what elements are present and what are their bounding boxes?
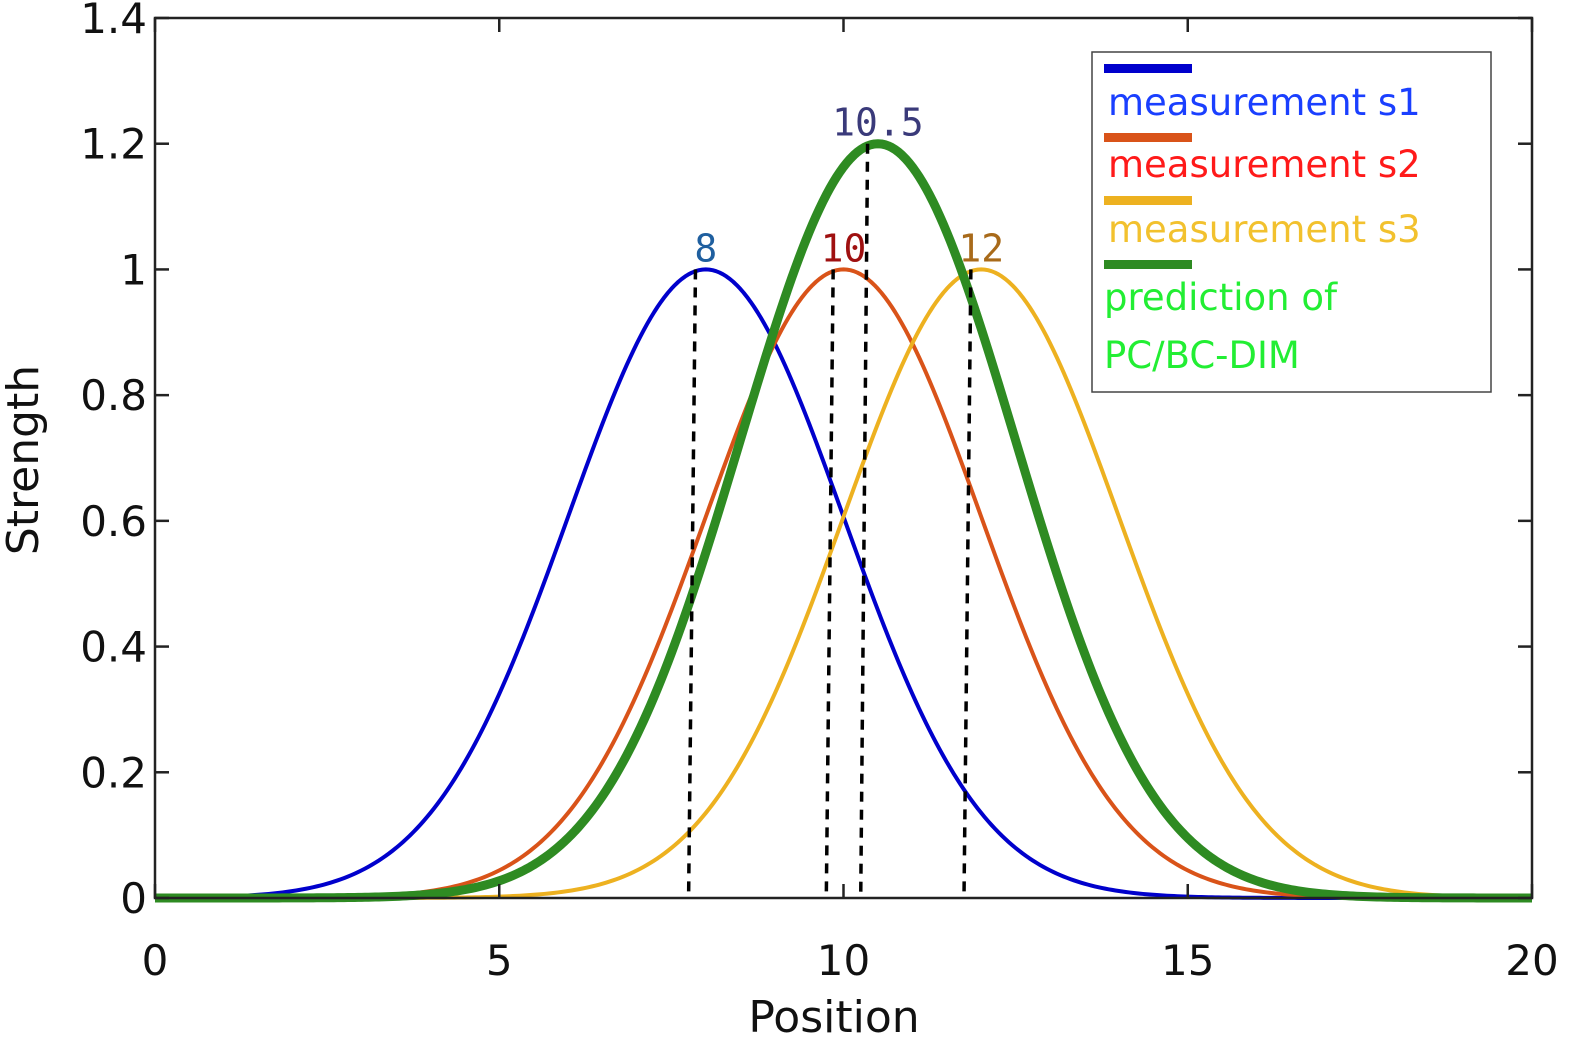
y-tick-label: 0.4 <box>80 623 147 672</box>
legend-swatch-s2 <box>1104 133 1192 142</box>
legend-label-s1: measurement s1 <box>1108 81 1421 124</box>
y-tick-label: 0 <box>120 874 147 923</box>
legend-label-prediction-line2: PC/BC-DIM <box>1104 334 1300 377</box>
peak-marker-line-1 <box>824 269 835 899</box>
legend-swatch-s1 <box>1104 64 1192 73</box>
y-tick-label: 1 <box>120 245 147 294</box>
y-tick-label: 0.6 <box>80 497 147 546</box>
peak-labels: 8 10 12 10.5 <box>694 101 1004 271</box>
legend-swatch-prediction <box>1104 260 1192 269</box>
x-tick-label: 15 <box>1161 936 1214 985</box>
legend-label-s2: measurement s2 <box>1108 143 1421 186</box>
legend: measurement s1 measurement s2 measuremen… <box>1091 51 1492 393</box>
y-tick-labels: 0 0.2 0.4 0.6 0.8 1 1.2 1.4 <box>80 0 147 923</box>
y-axis-label: Strength <box>0 365 49 555</box>
legend-label-s3: measurement s3 <box>1108 208 1421 251</box>
legend-swatch-s3 <box>1104 196 1192 205</box>
y-tick-label: 1.4 <box>80 0 147 43</box>
x-tick-label: 0 <box>142 936 169 985</box>
peak-marker-line-0 <box>686 269 698 899</box>
y-tick-label: 0.8 <box>80 371 147 420</box>
legend-label-prediction-line1: prediction of <box>1104 276 1338 319</box>
x-tick-labels: 0 5 10 15 20 <box>142 936 1559 985</box>
peak-label-pred: 10.5 <box>832 101 924 145</box>
peak-markers <box>686 143 973 899</box>
y-tick-label: 1.2 <box>80 120 147 169</box>
x-tick-label: 5 <box>486 936 513 985</box>
y-tick-label: 0.2 <box>80 748 147 797</box>
peak-marker-line-3 <box>962 269 973 899</box>
x-tick-label: 20 <box>1505 936 1558 985</box>
legend-box <box>1091 51 1492 393</box>
peak-label-s1: 8 <box>694 226 717 270</box>
peak-label-s3: 12 <box>958 226 1004 270</box>
axis-ticks <box>153 16 1534 900</box>
peak-label-s2: 10 <box>821 226 867 270</box>
x-tick-label: 10 <box>817 936 870 985</box>
x-axis-label: Position <box>748 992 919 1043</box>
